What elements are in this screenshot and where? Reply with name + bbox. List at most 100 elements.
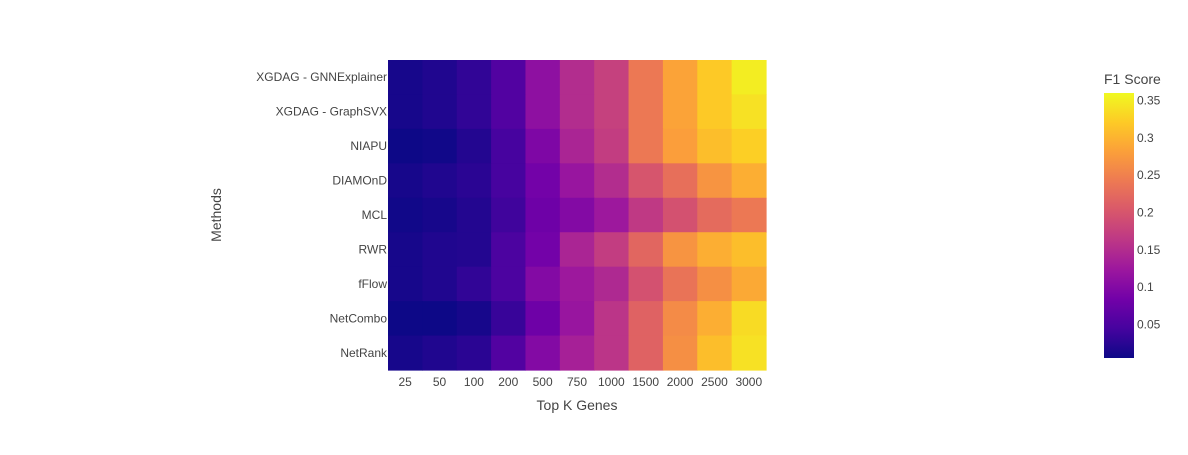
heatmap-cell	[559, 232, 595, 268]
heatmap-cell	[491, 301, 527, 337]
x-tick-label: 25	[399, 375, 413, 389]
heatmap-cell	[456, 163, 492, 199]
heatmap-cell	[491, 60, 527, 96]
heatmap-cell	[456, 266, 492, 302]
colorbar: F1 Score 0.05 0.1 0.15 0.2 0.25 0.3 0.35	[1104, 71, 1161, 358]
x-tick-label: 750	[567, 375, 587, 389]
heatmap-cell	[388, 266, 423, 302]
x-axis-title: Top K Genes	[537, 397, 618, 413]
heatmap-cell	[697, 94, 733, 130]
heatmap-cell	[662, 197, 698, 233]
colorbar-tick-label: 0.05	[1137, 317, 1161, 331]
heatmap-cell	[559, 335, 595, 371]
heatmap-cell	[422, 94, 458, 130]
x-tick-label: 3000	[735, 375, 762, 389]
heatmap-cell	[731, 335, 767, 371]
heatmap-cell	[491, 266, 527, 302]
heatmap-cell	[731, 266, 767, 302]
heatmap-cell	[525, 266, 561, 302]
heatmap-cell	[628, 128, 664, 164]
x-tick-label: 2500	[701, 375, 728, 389]
heatmap-cell	[731, 128, 767, 164]
heatmap-cell	[628, 197, 664, 233]
heatmap-cell	[731, 197, 767, 233]
heatmap-cell	[559, 197, 595, 233]
heatmap-cell	[388, 232, 423, 268]
heatmap-cell	[525, 301, 561, 337]
heatmap-cell	[388, 60, 423, 96]
heatmap-cell	[388, 335, 423, 371]
y-tick-label: MCL	[362, 208, 388, 222]
y-tick-label: NetRank	[340, 346, 388, 360]
colorbar-tick-label: 0.35	[1137, 93, 1161, 107]
heatmap-cell	[697, 335, 733, 371]
heatmap-cell	[697, 232, 733, 268]
heatmap-cell	[456, 335, 492, 371]
heatmap-cell	[662, 266, 698, 302]
heatmap-cell	[559, 266, 595, 302]
colorbar-tick-label: 0.25	[1137, 168, 1161, 182]
heatmap-cell	[422, 232, 458, 268]
heatmap-cell	[559, 128, 595, 164]
heatmap-cell	[388, 301, 423, 337]
heatmap-cell	[491, 232, 527, 268]
heatmap-cell	[594, 335, 630, 371]
heatmap-cell	[628, 60, 664, 96]
y-tick-label: XGDAG - GraphSVX	[276, 105, 387, 119]
heatmap-cell	[628, 335, 664, 371]
heatmap-cell	[662, 163, 698, 199]
heatmap-cell	[422, 128, 458, 164]
heatmap-cell	[697, 266, 733, 302]
heatmap-cell	[697, 301, 733, 337]
heatmap-cell	[662, 301, 698, 337]
heatmap-cell	[594, 60, 630, 96]
heatmap-cell	[456, 128, 492, 164]
heatmap-cell	[662, 60, 698, 96]
heatmap-cell	[422, 266, 458, 302]
heatmap-cell	[594, 94, 630, 130]
y-tick-label: fFlow	[358, 277, 387, 291]
heatmap-cell	[628, 266, 664, 302]
y-tick-label: XGDAG - GNNExplainer	[256, 70, 387, 84]
heatmap-cell	[422, 197, 458, 233]
heatmap-cell	[628, 163, 664, 199]
y-tick-label: NIAPU	[350, 139, 387, 153]
heatmap-cell	[628, 232, 664, 268]
x-tick-label: 2000	[667, 375, 694, 389]
y-axis-ticks: XGDAG - GNNExplainer XGDAG - GraphSVX NIAP…	[256, 70, 388, 360]
heatmap-cell	[525, 60, 561, 96]
x-tick-label: 100	[464, 375, 484, 389]
heatmap-cell	[388, 163, 423, 199]
y-tick-label: RWR	[359, 242, 388, 256]
heatmap-cell	[559, 163, 595, 199]
x-tick-label: 1000	[598, 375, 625, 389]
heatmap-cell	[422, 335, 458, 371]
colorbar-tick-label: 0.15	[1137, 243, 1161, 257]
heatmap-cell	[594, 301, 630, 337]
heatmap-cell	[491, 335, 527, 371]
heatmap-cell	[697, 128, 733, 164]
heatmap-cell	[731, 163, 767, 199]
heatmap-cell	[731, 60, 767, 96]
colorbar-tick-label: 0.1	[1137, 280, 1154, 294]
heatmap-cell	[594, 128, 630, 164]
heatmap-cell	[422, 60, 458, 96]
y-axis-title: Methods	[208, 188, 224, 242]
heatmap-cells	[388, 60, 767, 371]
x-tick-label: 1500	[632, 375, 659, 389]
heatmap-cell	[662, 335, 698, 371]
heatmap-cell	[525, 197, 561, 233]
y-tick-label: DIAMOnD	[332, 174, 387, 188]
x-axis-ticks: 25 50 100 200 500 750 1000 1500 2000 2500 3000	[399, 375, 763, 389]
heatmap-cell	[422, 301, 458, 337]
colorbar-tick-label: 0.2	[1137, 205, 1154, 219]
heatmap-cell	[628, 301, 664, 337]
heatmap-cell	[662, 94, 698, 130]
heatmap-cell	[456, 60, 492, 96]
heatmap-cell	[594, 232, 630, 268]
heatmap-cell	[662, 232, 698, 268]
heatmap-cell	[594, 197, 630, 233]
heatmap-cell	[628, 94, 664, 130]
heatmap-cell	[559, 301, 595, 337]
